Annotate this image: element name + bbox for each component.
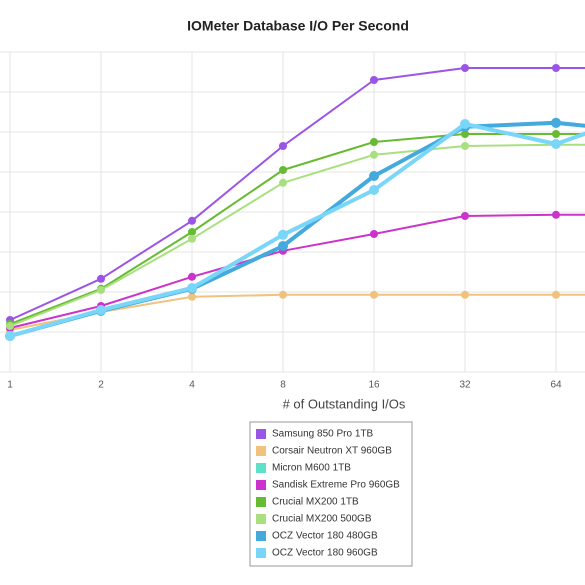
legend-label: OCZ Vector 180 480GB [272, 531, 378, 542]
legend-swatch [256, 497, 266, 507]
data-point [279, 178, 287, 187]
data-point [188, 228, 196, 236]
x-tick-label: 1 [7, 380, 13, 391]
data-point [188, 216, 196, 225]
legend-label: Sandisk Extreme Pro 960GB [272, 480, 400, 491]
data-point [278, 241, 288, 251]
data-point [370, 290, 378, 299]
x-tick-label: 2 [98, 380, 104, 391]
data-point [279, 142, 287, 150]
x-axis-label: # of Outstanding I/Os [283, 396, 406, 411]
x-tick-label: 4 [189, 380, 195, 391]
data-point [6, 322, 14, 330]
series-line [9, 67, 585, 321]
legend-label: Crucial MX200 500GB [272, 514, 372, 525]
legend-swatch [256, 480, 266, 490]
legend-swatch [256, 531, 266, 541]
data-point [279, 290, 287, 299]
data-point [551, 139, 561, 149]
legend-swatch [256, 548, 266, 558]
data-point [552, 210, 560, 219]
data-point [97, 274, 105, 283]
data-point [369, 185, 379, 195]
chart-title: IOMeter Database I/O Per Second [187, 18, 409, 34]
legend-box [249, 421, 413, 567]
data-point [370, 230, 378, 238]
data-point [551, 117, 561, 128]
data-point [279, 166, 287, 174]
legend-label: Micron M600 1TB [272, 463, 351, 474]
data-point [188, 292, 196, 301]
legend-label: OCZ Vector 180 960GB [272, 548, 378, 559]
data-point [188, 272, 196, 281]
data-point [461, 142, 469, 150]
data-point [370, 76, 378, 84]
data-point [460, 119, 470, 129]
legend-label: Corsair Neutron XT 960GB [272, 446, 392, 457]
x-tick-label: 32 [459, 380, 471, 391]
data-point [188, 234, 196, 243]
series-line [9, 293, 585, 331]
data-point [278, 229, 288, 240]
x-tick-label: 64 [550, 380, 562, 391]
data-point [552, 64, 560, 72]
data-point [461, 212, 469, 220]
data-point [552, 130, 560, 138]
data-point [369, 171, 379, 181]
x-tick-label: 8 [280, 380, 286, 391]
legend-label: Samsung 850 Pro 1TB [272, 429, 373, 440]
data-point [461, 64, 469, 72]
series-line [9, 143, 585, 327]
data-point [370, 150, 378, 159]
data-point [370, 138, 378, 146]
data-point [552, 290, 560, 299]
series-line [9, 122, 585, 338]
data-point [461, 130, 469, 138]
legend-swatch [256, 514, 266, 524]
legend-swatch [256, 429, 266, 439]
series-line [9, 213, 585, 329]
data-point [97, 286, 105, 294]
data-point [187, 283, 197, 293]
data-point [5, 331, 15, 341]
series-line [9, 133, 585, 325]
data-point [461, 290, 469, 299]
legend-label: Crucial MX200 1TB [272, 497, 359, 508]
legend-swatch [256, 446, 266, 456]
x-tick-label: 16 [368, 380, 380, 391]
legend-swatch [256, 463, 266, 473]
data-point [96, 305, 106, 315]
